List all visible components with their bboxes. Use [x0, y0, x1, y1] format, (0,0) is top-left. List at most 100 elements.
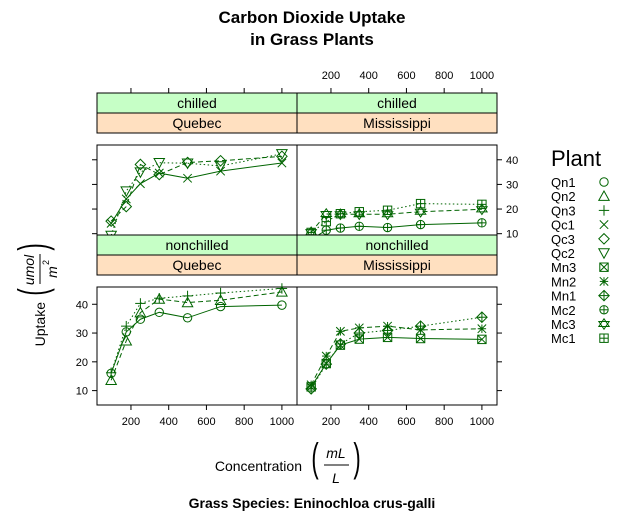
- strip-treatment-label: nonchilled: [365, 237, 428, 253]
- legend-marker-Qn2: [597, 189, 611, 201]
- point-Qn3-1000: [276, 283, 288, 294]
- y-tick-label-40: 40: [76, 299, 88, 311]
- x-tick-label-200: 200: [322, 416, 340, 428]
- legend-item-Mc1: Mc1: [551, 331, 609, 346]
- point-Mc2-350: [354, 221, 364, 231]
- legend-item-Mn1: Mn1: [551, 289, 610, 304]
- legend-marker-Mc2: [599, 305, 609, 315]
- chart-title-line-2: in Grass Plants: [250, 30, 374, 49]
- series-Mn2: [306, 321, 487, 390]
- series-Mc1: [306, 198, 487, 238]
- panel-chilled-mississippi: chilled Mississippi: [296, 92, 498, 247]
- y-tick-label-20: 20: [76, 357, 88, 369]
- legend-label: Mn1: [551, 289, 576, 304]
- strip-type-bg: [296, 254, 498, 276]
- x-tick-label-800: 800: [235, 416, 253, 428]
- point-Mc3-675: [414, 205, 427, 218]
- chart-title-line-1: Carbon Dioxide Uptake: [218, 8, 405, 27]
- point-Qc2-500: [181, 158, 194, 170]
- point-Qn2-250: [134, 306, 147, 318]
- strip-treatment-label: nonchilled: [165, 237, 228, 253]
- y-axis-label: Uptake ( umol m 2 ): [10, 243, 60, 346]
- legend-label: Mc2: [551, 303, 576, 318]
- x-paren-close: ): [353, 435, 360, 480]
- legend-marker-Mn1: [598, 289, 610, 302]
- point-Qn2-175: [120, 334, 133, 346]
- point-Qn3-175: [121, 320, 132, 332]
- point-Qn3-675: [215, 287, 226, 299]
- y-tick-label-30: 30: [76, 328, 88, 340]
- point-Qc2-675: [214, 161, 227, 173]
- legend-item-Mc3: Mc3: [551, 317, 611, 332]
- legend-item-Mn2: Mn2: [551, 274, 609, 289]
- y-tick-label-20: 20: [506, 204, 518, 216]
- legend-marker-Qn3: [598, 205, 610, 216]
- strip-type-label: Mississippi: [363, 257, 431, 273]
- legend-label: Qn1: [551, 175, 576, 190]
- point-Qc1-1000: [277, 158, 287, 168]
- series-Qc3: [105, 150, 288, 228]
- point-Mc1-675: [415, 198, 426, 209]
- x-tick-label-400: 400: [360, 416, 378, 428]
- series-line-Qc1: [110, 162, 282, 224]
- x-tick-label-400: 400: [160, 416, 178, 428]
- point-Qc1-175: [121, 194, 131, 204]
- legend-item-Mc2: Mc2: [551, 303, 609, 318]
- point-Qn2-1000: [275, 285, 288, 297]
- legend-marker-Mn3: [599, 262, 609, 272]
- y-tick-label-10: 10: [506, 229, 518, 241]
- point-Qn1-1000: [277, 300, 287, 310]
- legend-label: Mc3: [551, 317, 576, 332]
- point-Qc3-1000: [275, 150, 288, 163]
- x-tick-label-800: 800: [435, 416, 453, 428]
- point-Qc3-95: [105, 215, 118, 228]
- y-unit-superscript: 2: [41, 260, 51, 265]
- point-Mn1-675: [414, 320, 427, 333]
- legend-marker-Qc2: [597, 248, 611, 260]
- point-Mc2-250: [335, 223, 346, 233]
- legend-item-Qn2: Qn2: [551, 189, 611, 204]
- y-axis-label-text: Uptake: [32, 302, 48, 347]
- point-Mn1-1000: [475, 311, 488, 324]
- legend-label: Qc2: [551, 246, 575, 261]
- series-Mn1: [305, 311, 488, 395]
- strip-treatment-label: chilled: [177, 95, 217, 111]
- x-tick-label-top-1000: 1000: [470, 70, 494, 82]
- point-Qc2-1000: [275, 149, 288, 161]
- x-tick-label-top-800: 800: [435, 70, 453, 82]
- x-axis-label-text: Concentration: [215, 458, 302, 474]
- series-Qn1: [106, 300, 287, 379]
- y-unit-denominator: m: [44, 266, 60, 278]
- point-Qn3-500: [182, 290, 193, 302]
- series-line-Qn1: [110, 304, 282, 374]
- series-Qc1: [106, 158, 287, 228]
- point-Qn1-250: [135, 314, 146, 324]
- panels-layer: chilledQuebecchilledMississippinonchille…: [96, 92, 498, 406]
- legend-marker-Mn2: [599, 276, 609, 286]
- series-line-Qn2: [110, 291, 282, 381]
- point-Mc2-175: [321, 225, 331, 235]
- point-Qn3-250: [135, 298, 146, 309]
- series-Qc2: [105, 149, 288, 242]
- panel-nonchilled-mississippi: nonchilled Mississippi: [296, 234, 498, 406]
- y-unit-numerator: umol: [21, 254, 37, 285]
- point-Mc2-675: [415, 219, 426, 230]
- point-Qc1-250: [135, 179, 145, 189]
- point-Mc3-175: [320, 207, 333, 221]
- point-Qc3-350: [153, 168, 166, 181]
- legend-item-Qc1: Qc1: [551, 218, 609, 233]
- point-Mn3-675: [415, 333, 426, 344]
- panel-chilled-quebec: chilled Quebec: [96, 92, 298, 247]
- strip-type-label: Quebec: [172, 257, 221, 273]
- legend-item-Qc3: Qc3: [551, 232, 610, 247]
- x-tick-label-600: 600: [397, 416, 415, 428]
- series-line-Qc2: [110, 153, 283, 236]
- legend: Plant Qn1Qn2Qn3Qc1Qc3Qc2Mn3Mn2Mn1Mc2Mc3M…: [551, 146, 611, 346]
- x-tick-label-600: 600: [197, 416, 215, 428]
- point-Mn1-175: [320, 358, 333, 371]
- x-tick-label-top-600: 600: [397, 70, 415, 82]
- y-paren-open: (: [10, 288, 55, 295]
- point-Mc1-175: [321, 216, 331, 227]
- x-tick-label-top-400: 400: [360, 70, 378, 82]
- x-tick-label-200: 200: [122, 416, 140, 428]
